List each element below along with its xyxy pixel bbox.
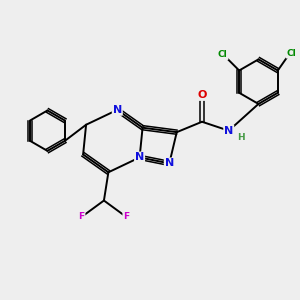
- Text: N: N: [224, 126, 233, 136]
- Text: F: F: [123, 212, 129, 221]
- Text: Cl: Cl: [218, 50, 228, 59]
- Text: H: H: [237, 133, 245, 142]
- Text: Cl: Cl: [286, 49, 296, 58]
- Text: O: O: [197, 90, 207, 100]
- Text: N: N: [165, 158, 174, 168]
- Text: N: N: [113, 105, 122, 115]
- Text: F: F: [79, 212, 85, 221]
- Text: N: N: [135, 152, 144, 162]
